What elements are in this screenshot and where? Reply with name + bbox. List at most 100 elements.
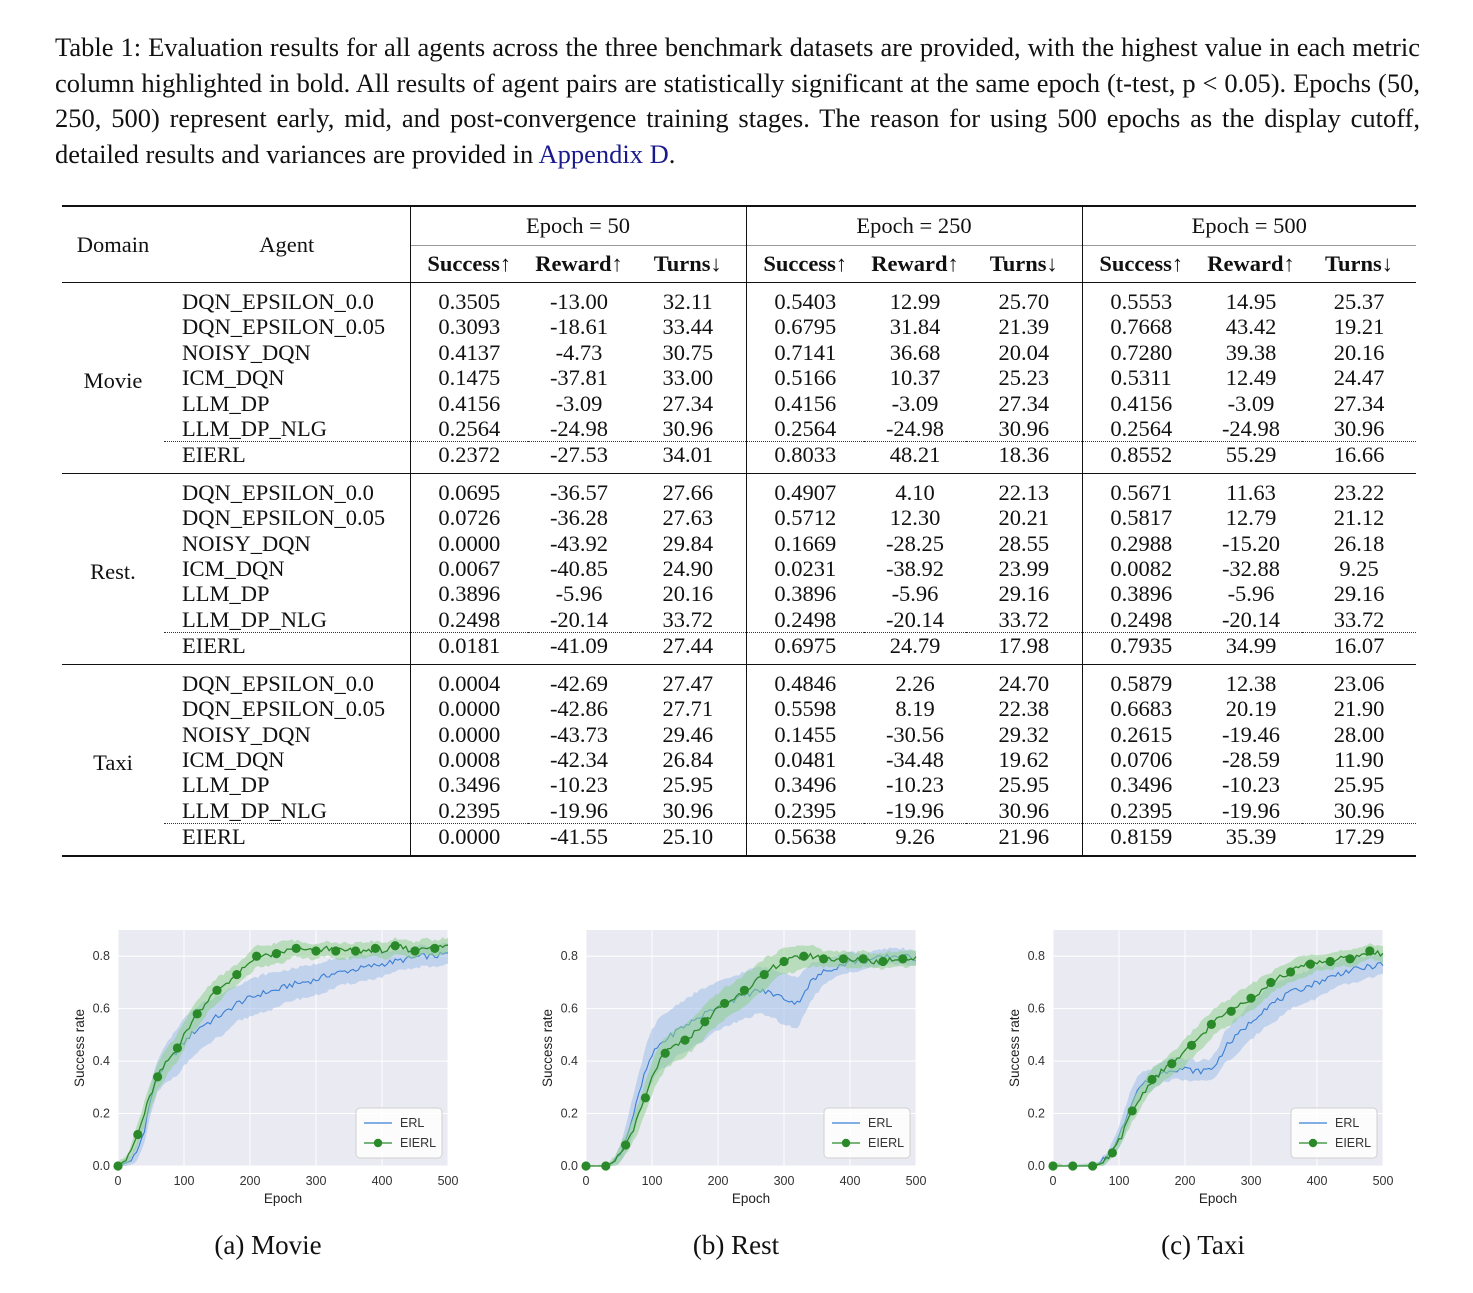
data-point-eierl bbox=[779, 956, 789, 967]
data-point-eierl bbox=[878, 956, 888, 967]
metric-cell: 0.5403 bbox=[745, 282, 864, 315]
agent-name: ICM_DQN bbox=[182, 365, 285, 391]
metric-cell: 36.68 bbox=[889, 339, 941, 365]
metric-cell: 43.42 bbox=[1225, 314, 1277, 340]
agent-name: NOISY_DQN bbox=[182, 339, 311, 365]
metric-cell: -38.92 bbox=[885, 556, 945, 582]
data-point-eierl bbox=[759, 969, 769, 980]
data-point-eierl bbox=[331, 946, 341, 956]
data-point-eierl bbox=[739, 985, 749, 995]
metric-cell: 25.23 bbox=[998, 365, 1050, 391]
metric-cell: -3.09 bbox=[1227, 390, 1275, 416]
metric-cell: 0.4907 bbox=[745, 473, 864, 506]
metric-cell: 0.7935 bbox=[1081, 632, 1200, 665]
legend-label-eierl: EIERL bbox=[868, 1136, 904, 1150]
metric-cell: 19.62 bbox=[998, 746, 1050, 772]
data-point-eierl bbox=[700, 1017, 710, 1027]
data-point-eierl bbox=[621, 1140, 631, 1150]
caption-end: . bbox=[668, 138, 676, 169]
data-point-eierl bbox=[311, 946, 321, 956]
metric-cell: 24.90 bbox=[662, 556, 714, 582]
data-point-eierl bbox=[1286, 967, 1296, 977]
metric-cell: 0.2498 bbox=[409, 606, 528, 633]
metric-cell: 20.04 bbox=[998, 339, 1050, 365]
metric-cell: 0.5598 bbox=[745, 696, 864, 722]
subcaption-rest: (b) Rest bbox=[692, 1230, 780, 1260]
table-row: NOISY_DQN 0.0000 -43.92 29.84 0.1669 -28.25 28… bbox=[62, 530, 1416, 557]
metric-cell: 29.32 bbox=[998, 721, 1050, 747]
data-point-eierl bbox=[1266, 977, 1276, 988]
metric-cell: 23.22 bbox=[1333, 479, 1385, 505]
x-tick-label: 400 bbox=[372, 1174, 393, 1188]
metric-cell: 25.10 bbox=[630, 823, 746, 857]
chart-taxi: 0 100 200 300 400 500 0.0 0.2 0.4 0.6 0.8 Epoch Succ… bbox=[997, 922, 1397, 1212]
x-tick-label: 200 bbox=[1175, 1174, 1196, 1188]
y-tick-label: 0.8 bbox=[1028, 949, 1045, 963]
data-point-eierl bbox=[1147, 1074, 1157, 1085]
metric-cell: -42.34 bbox=[549, 746, 609, 772]
agent-name: ICM_DQN bbox=[182, 746, 285, 772]
header-epoch-250: Epoch = 250 bbox=[745, 205, 1082, 246]
data-point-eierl bbox=[601, 1161, 611, 1171]
metric-cell: 18.36 bbox=[966, 441, 1082, 474]
legend-box bbox=[355, 1107, 443, 1159]
table-row: LLM_DP_NLG 0.2395 -19.96 30.96 0.2395 -19.96 3… bbox=[62, 797, 1416, 824]
metric-cell: 20.21 bbox=[998, 505, 1050, 531]
x-axis-label: Epoch bbox=[732, 1191, 770, 1206]
metric-cell: 0.3896 bbox=[1081, 581, 1200, 607]
header-epoch-50: Epoch = 50 bbox=[409, 205, 746, 246]
metric-cell: 0.0067 bbox=[409, 556, 528, 582]
agent-name: LLM_DP bbox=[182, 390, 270, 416]
metric-cell: 10.37 bbox=[889, 365, 941, 391]
data-point-eierl bbox=[799, 951, 809, 961]
appendix-link[interactable]: Appendix D bbox=[538, 138, 669, 169]
metric-cell: 16.66 bbox=[1302, 441, 1416, 474]
header-turns: Turns↓ bbox=[630, 245, 746, 283]
agent-name: LLM_DP_NLG bbox=[182, 797, 327, 823]
metric-cell: 27.66 bbox=[662, 479, 714, 505]
agent-name: NOISY_DQN bbox=[182, 530, 311, 556]
legend-label-eierl: EIERL bbox=[1335, 1136, 1371, 1150]
metric-cell: 12.79 bbox=[1225, 505, 1277, 531]
metric-cell: 33.44 bbox=[662, 314, 714, 340]
agent-name: DQN_EPSILON_0.05 bbox=[182, 505, 386, 531]
data-point-eierl bbox=[1088, 1161, 1098, 1171]
metric-cell: 11.63 bbox=[1226, 479, 1276, 505]
table-row: LLM_DP 0.4156 -3.09 27.34 0.4156 -3.09 27.34 0.… bbox=[62, 390, 1416, 417]
metric-cell: -20.14 bbox=[885, 606, 945, 632]
metric-cell: 0.2372 bbox=[409, 441, 528, 474]
metric-cell: -43.92 bbox=[549, 530, 609, 556]
metric-cell: 0.0726 bbox=[409, 505, 528, 531]
metric-cell: 23.99 bbox=[998, 556, 1050, 582]
metric-cell: 27.34 bbox=[1333, 390, 1385, 416]
metric-cell: -42.69 bbox=[549, 670, 609, 696]
metric-cell: -24.98 bbox=[885, 416, 945, 442]
metric-cell: -41.09 bbox=[528, 632, 630, 665]
data-point-eierl bbox=[291, 943, 301, 953]
metric-cell: -18.61 bbox=[549, 314, 609, 340]
metric-cell: 24.70 bbox=[998, 670, 1050, 696]
data-point-eierl bbox=[1365, 946, 1375, 956]
metric-cell: 0.5879 bbox=[1081, 664, 1200, 697]
x-tick-label: 100 bbox=[1109, 1174, 1130, 1188]
agent-name: DQN_EPSILON_0.0 bbox=[182, 670, 374, 696]
legend-label-erl: ERL bbox=[400, 1116, 424, 1130]
metric-cell: 12.30 bbox=[889, 505, 941, 531]
metric-cell: 0.0000 bbox=[409, 530, 528, 557]
legend-marker-eierl bbox=[1308, 1138, 1318, 1148]
y-tick-label: 0.4 bbox=[561, 1054, 578, 1068]
metric-cell: 0.5311 bbox=[1081, 365, 1200, 391]
x-tick-label: 500 bbox=[906, 1174, 927, 1188]
metric-cell: 0.8159 bbox=[1081, 823, 1200, 857]
data-point-eierl bbox=[113, 1161, 123, 1171]
data-point-eierl bbox=[1167, 1059, 1177, 1069]
metric-cell: 0.4156 bbox=[745, 390, 864, 417]
legend-box bbox=[823, 1107, 911, 1159]
metric-cell: 11.90 bbox=[1334, 746, 1384, 772]
agent-name: ICM_DQN bbox=[182, 556, 285, 582]
agent-name: LLM_DP_NLG bbox=[182, 416, 327, 442]
agent-name: NOISY_DQN bbox=[182, 721, 311, 747]
metric-cell: 0.0082 bbox=[1081, 556, 1200, 582]
y-tick-label: 0.6 bbox=[1028, 1002, 1045, 1016]
data-point-eierl bbox=[172, 1043, 182, 1053]
